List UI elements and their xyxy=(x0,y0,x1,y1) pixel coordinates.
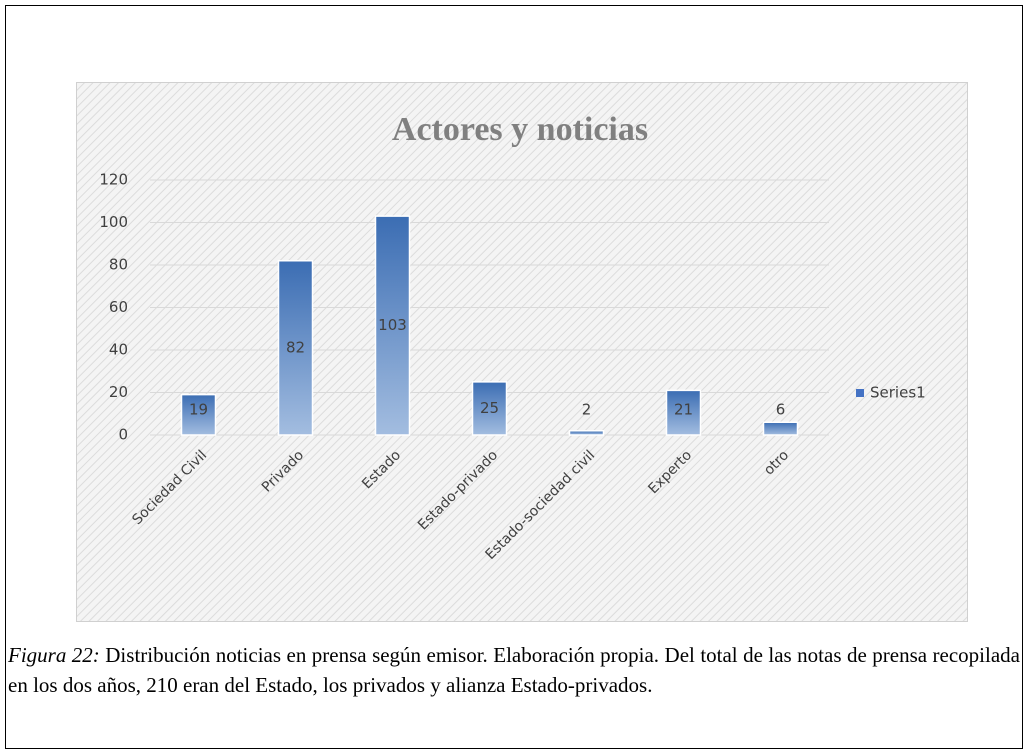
y-tick-label: 100 xyxy=(99,213,128,231)
data-label: 19 xyxy=(189,401,208,419)
y-tick-label: 60 xyxy=(109,298,128,316)
caption-label: Figura 22: xyxy=(8,643,100,667)
legend-swatch xyxy=(856,389,864,397)
bar xyxy=(665,389,702,436)
document-border xyxy=(5,5,1023,749)
data-label: 103 xyxy=(378,316,407,334)
caption-text: Distribución noticias en prensa según em… xyxy=(8,643,1020,697)
y-tick-label: 20 xyxy=(109,383,128,401)
bar xyxy=(180,393,217,436)
bar xyxy=(374,215,411,436)
bar xyxy=(471,381,508,436)
bar xyxy=(762,421,799,436)
data-label: 82 xyxy=(286,338,305,356)
bar xyxy=(277,260,314,436)
chart-background xyxy=(76,82,968,622)
data-label: 25 xyxy=(480,399,499,417)
chart-title: Actores y noticias xyxy=(392,111,648,148)
caption: Figura 22: Distribución noticias en pren… xyxy=(8,640,1020,700)
data-label: 21 xyxy=(674,401,693,419)
y-tick-label: 80 xyxy=(109,256,128,274)
data-label: 2 xyxy=(582,401,592,419)
y-tick-label: 0 xyxy=(118,426,128,444)
legend-label: Series1 xyxy=(870,384,926,402)
y-tick-label: 120 xyxy=(99,171,128,189)
chart: Actores y noticias 020406080100120Socied… xyxy=(76,82,968,622)
data-label: 6 xyxy=(776,401,786,419)
y-tick-label: 40 xyxy=(109,341,128,359)
bar xyxy=(568,430,605,436)
